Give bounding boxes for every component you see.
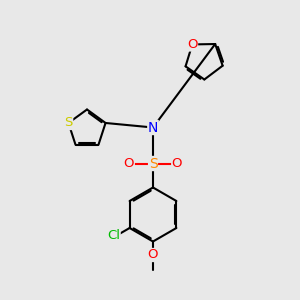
Text: N: N (148, 121, 158, 134)
Text: O: O (187, 38, 197, 51)
Text: O: O (124, 157, 134, 170)
Text: Cl: Cl (107, 229, 120, 242)
Text: O: O (148, 248, 158, 262)
Text: S: S (148, 157, 158, 170)
Text: S: S (64, 116, 73, 130)
Text: O: O (172, 157, 182, 170)
